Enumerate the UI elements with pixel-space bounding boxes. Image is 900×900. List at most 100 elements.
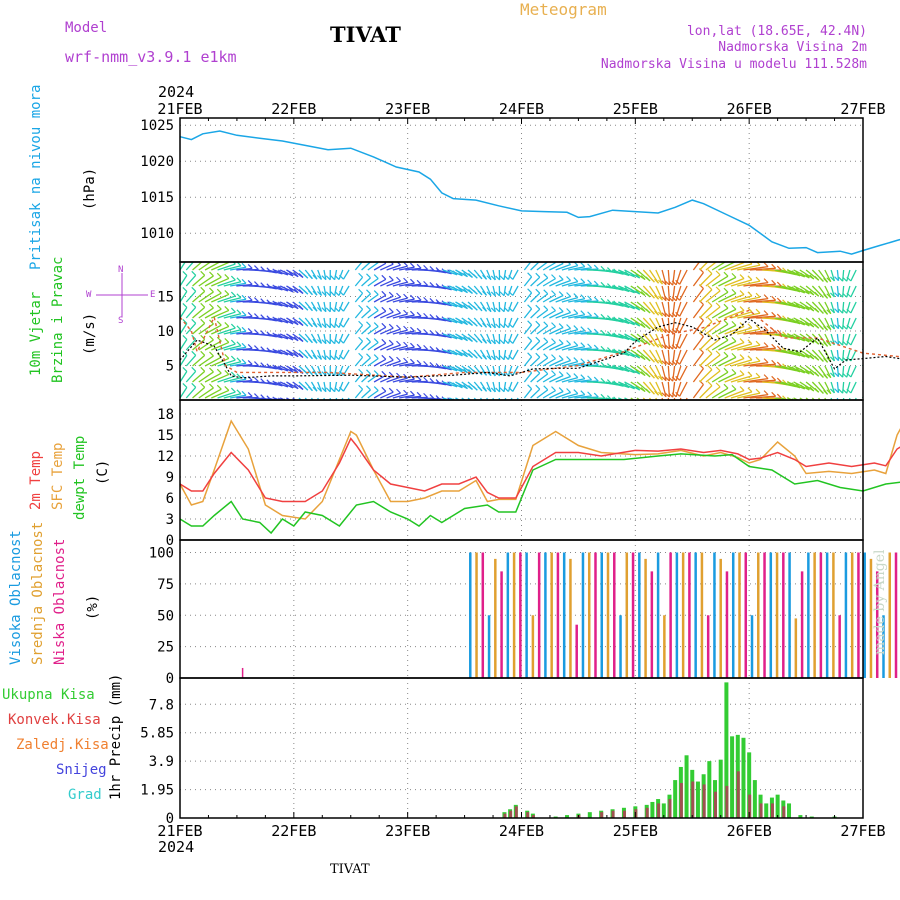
wind-barb xyxy=(338,365,344,376)
wind-barb-flag xyxy=(763,278,769,284)
wind-barb xyxy=(373,294,387,303)
wind-barb xyxy=(679,381,688,397)
wind-barb xyxy=(223,393,242,399)
wind-barb-flag xyxy=(827,406,831,410)
wind-barb-flag xyxy=(429,266,435,271)
precip-bar-total xyxy=(764,803,769,818)
wind-barb-flag xyxy=(224,370,230,375)
wind-barb-flag xyxy=(468,305,473,310)
wind-barb xyxy=(455,317,468,326)
wind-barb-flag xyxy=(646,405,650,409)
precip-bar-convective xyxy=(531,815,535,818)
wind-barb xyxy=(618,333,635,342)
wind-barb xyxy=(198,323,214,335)
wind-barb-flag xyxy=(635,305,641,311)
wind-barb-flag xyxy=(755,276,761,282)
wind-barb-flag xyxy=(334,275,340,280)
legend-graupel: Grad xyxy=(68,787,102,803)
wind-barb xyxy=(549,342,564,351)
wind-barb-flag xyxy=(358,288,364,294)
wind-barb-flag xyxy=(668,312,674,318)
wind-barb-flag xyxy=(573,389,579,394)
wind-barb xyxy=(611,381,630,389)
wind-barb-flag xyxy=(241,390,247,396)
wind-barb-flag xyxy=(707,317,713,323)
wind-barb xyxy=(204,292,222,303)
wind-barb-flag xyxy=(403,262,408,267)
wind-barb xyxy=(705,386,721,399)
wind-barb-flag xyxy=(755,388,761,394)
wind-barb xyxy=(718,388,737,399)
wind-barb-flag xyxy=(776,265,782,271)
wind-barb xyxy=(399,346,415,351)
wind-barb-flag xyxy=(423,328,429,334)
wind-barb xyxy=(455,269,468,278)
wind-barb xyxy=(718,372,737,383)
wind-barb xyxy=(392,345,408,351)
wind-barb-flag xyxy=(247,344,253,349)
wind-barb xyxy=(568,394,585,399)
wind-barb xyxy=(279,285,294,293)
wind-barb xyxy=(273,349,289,356)
wind-barb xyxy=(217,279,236,287)
precip-bar-total xyxy=(661,803,666,818)
precip-bar-total xyxy=(565,815,570,818)
wind-barb xyxy=(743,281,769,287)
wind-barb xyxy=(574,379,592,383)
wind-barb xyxy=(836,269,840,281)
wind-barb xyxy=(229,378,247,383)
wind-barb-flag xyxy=(763,390,769,396)
wind-barb xyxy=(273,397,282,400)
wind-barb xyxy=(367,278,379,287)
wind-barb xyxy=(530,372,541,383)
temp-unit: (C) xyxy=(95,459,111,485)
wind-barb-flag xyxy=(715,286,721,292)
wind-barb xyxy=(787,349,805,358)
wind-barb xyxy=(198,307,214,319)
wind-barb xyxy=(273,381,289,388)
wind-barb xyxy=(185,274,197,287)
wind-barb-flag xyxy=(551,290,556,296)
wind-barb-flag xyxy=(587,311,593,317)
wind-barb-flag xyxy=(771,279,777,285)
wind-barb-flag xyxy=(823,309,828,315)
wind-barb-flag xyxy=(308,306,313,312)
wind-unit: (m/s) xyxy=(82,312,98,355)
wind-barb xyxy=(743,313,769,319)
wind-barb-flag xyxy=(200,366,206,372)
wind-barb-flag xyxy=(482,338,487,344)
wind-barb-flag xyxy=(650,357,655,363)
wind-barb xyxy=(386,344,401,351)
tick-labels: 1010101510201025510150369121518025507510… xyxy=(140,100,885,840)
wind-barb-flag xyxy=(293,368,299,374)
wind-barb-flag xyxy=(739,338,745,343)
wind-barb-flag xyxy=(675,295,681,301)
wind-barb-flag xyxy=(846,324,852,330)
wind-barb-flag xyxy=(321,355,327,361)
wind-barb xyxy=(705,290,721,303)
wind-barb xyxy=(317,349,323,360)
wind-barb xyxy=(448,381,463,389)
wind-barb-flag xyxy=(381,322,387,328)
wind-barb-flag xyxy=(675,279,681,285)
wind-barb-flag xyxy=(566,276,572,281)
wind-barb xyxy=(323,301,327,312)
wind-barb xyxy=(198,339,214,351)
wind-barb-flag xyxy=(829,276,835,282)
wind-barb xyxy=(436,269,452,275)
y-tick-label: 75 xyxy=(157,577,174,593)
wind-barb-flag xyxy=(200,318,206,324)
wind-barb-flag xyxy=(330,355,336,361)
wind-barb-flag xyxy=(423,296,429,302)
wind-barb-flag xyxy=(707,285,713,291)
wind-barb xyxy=(679,349,688,365)
wind-barb xyxy=(461,397,466,400)
wind-barb xyxy=(561,280,578,287)
wind-barb xyxy=(692,320,704,335)
wind-barb-flag xyxy=(558,387,564,392)
wind-barb-flag xyxy=(366,353,371,359)
wind-barb-flag xyxy=(661,392,667,398)
wind-barb xyxy=(561,392,578,399)
wind-barb-flag xyxy=(503,291,509,296)
wind-barb xyxy=(692,336,704,351)
